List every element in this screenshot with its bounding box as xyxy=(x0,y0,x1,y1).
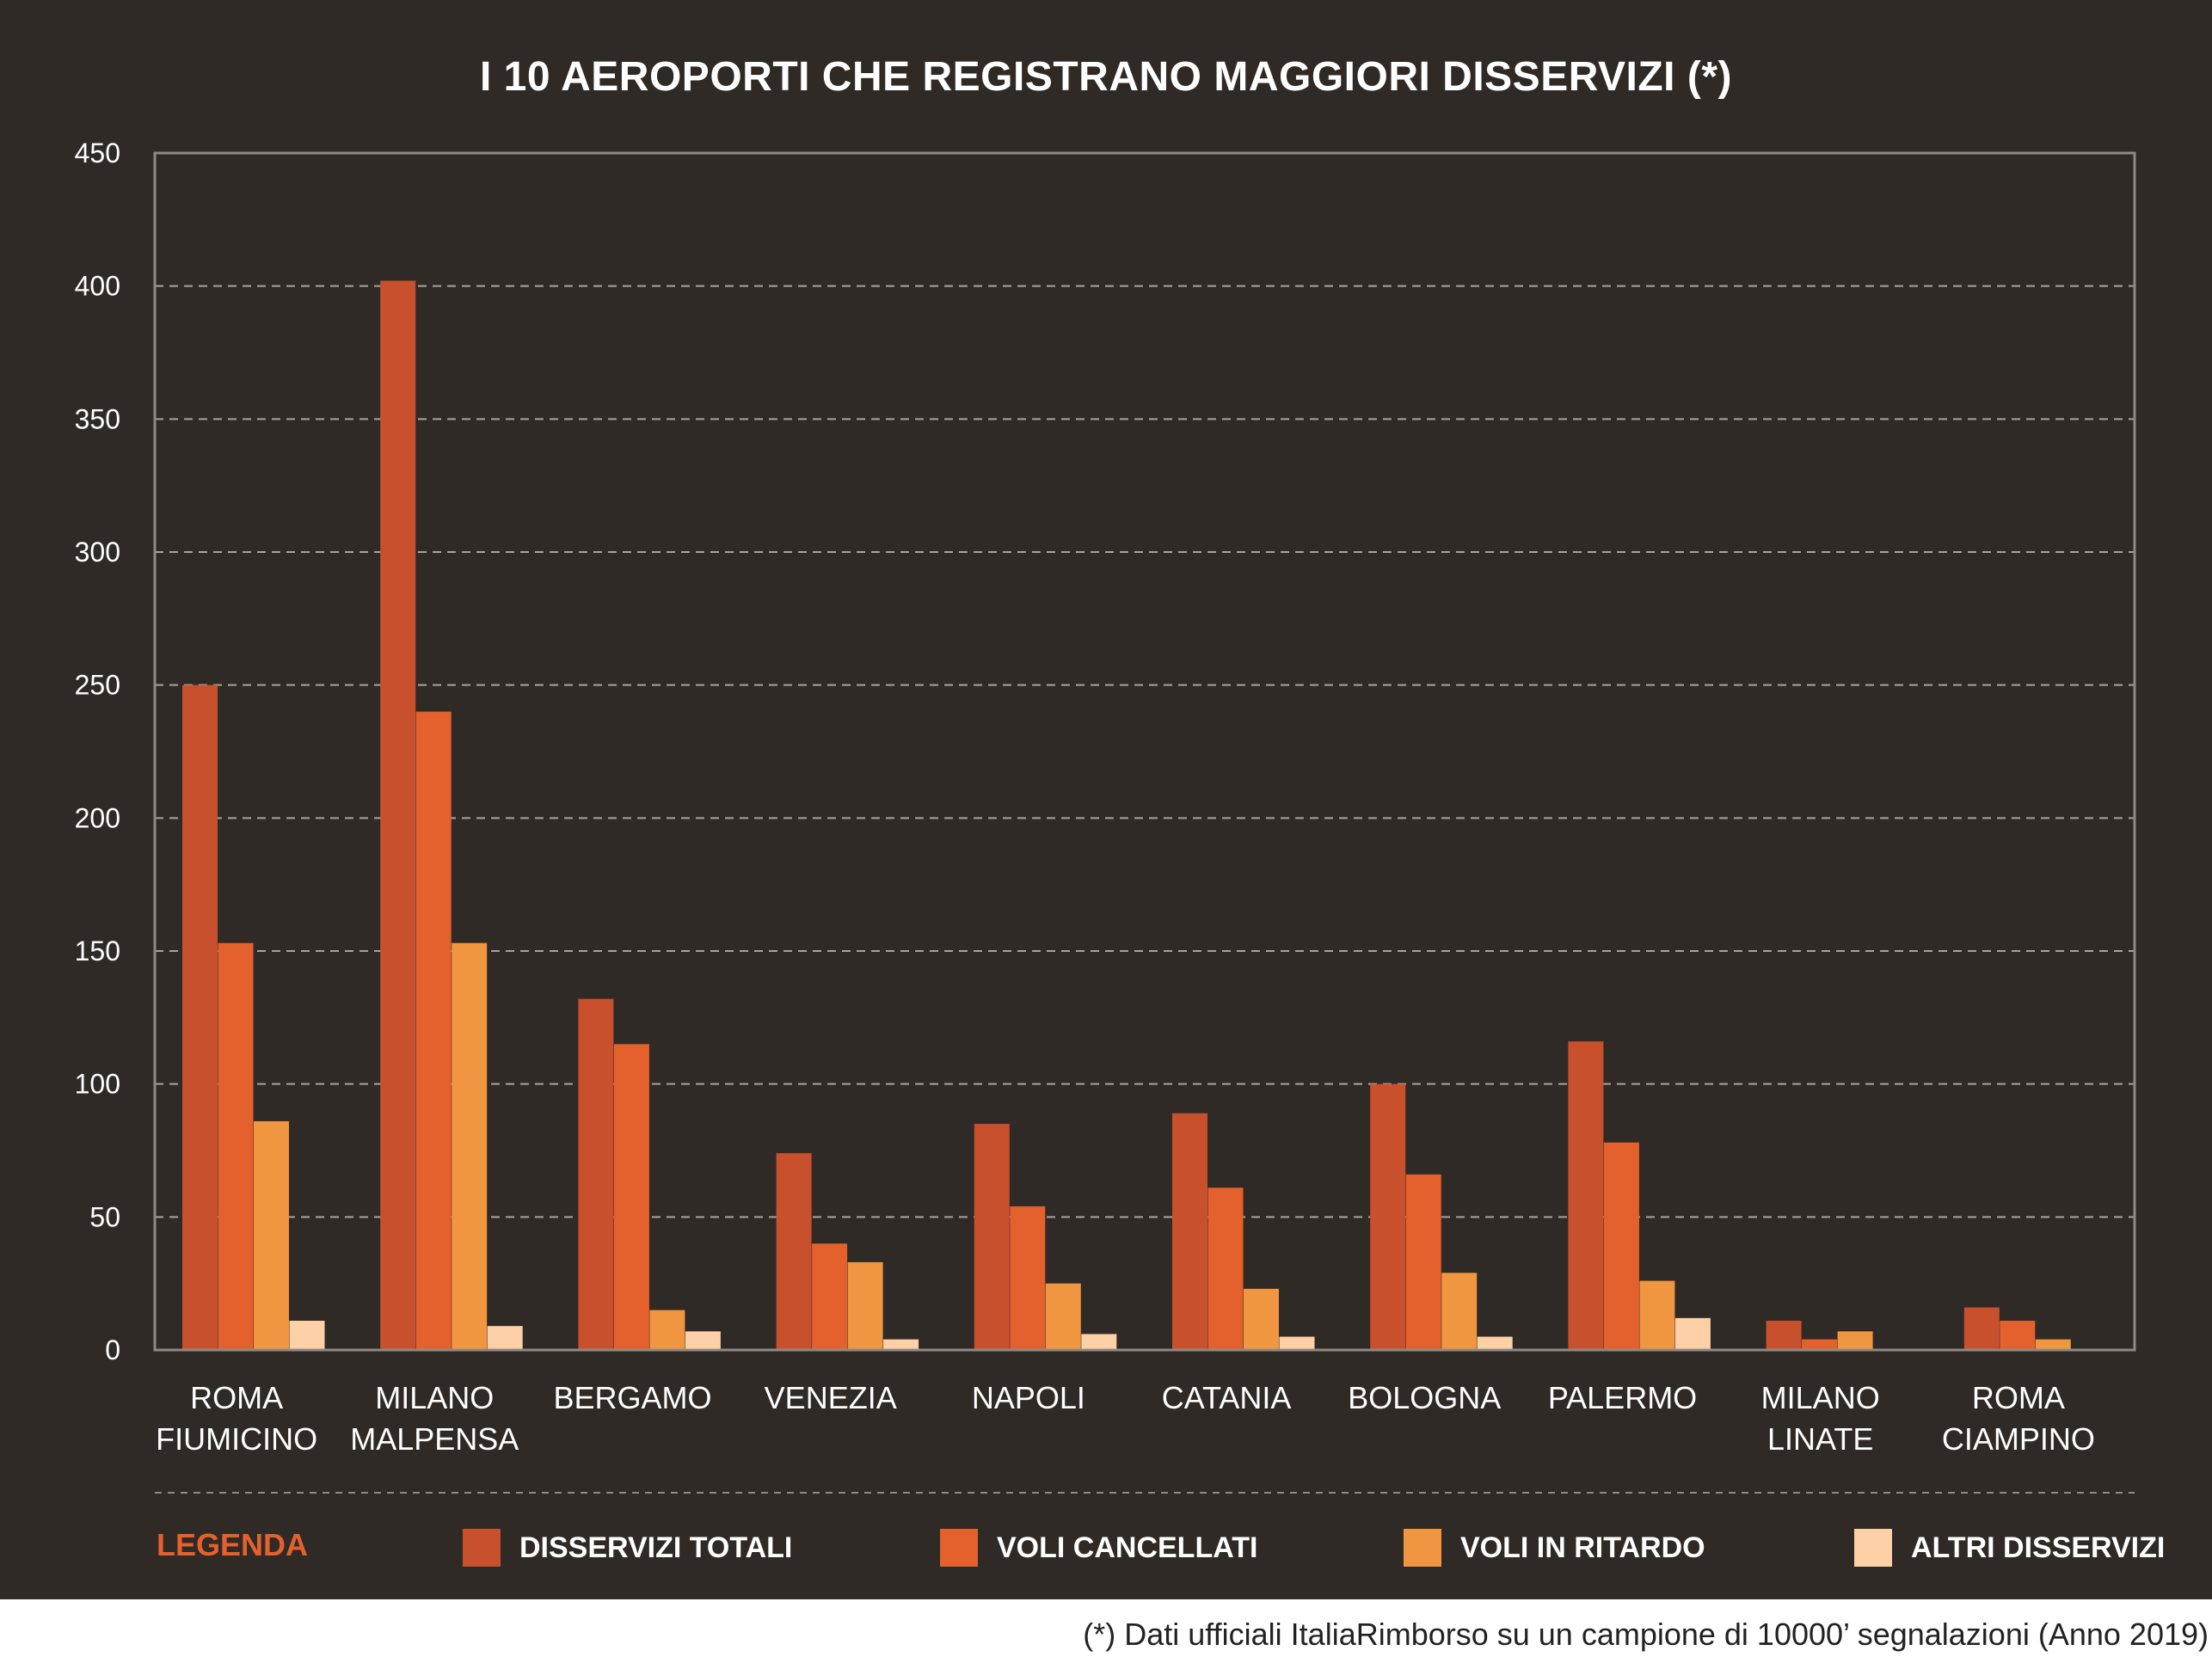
bar xyxy=(1568,1041,1604,1350)
bar xyxy=(1370,1083,1406,1350)
x-tick-label: VENEZIA xyxy=(765,1380,897,1415)
bar xyxy=(1674,1317,1711,1350)
y-tick-label: 450 xyxy=(75,138,120,169)
bar xyxy=(649,1310,685,1350)
bar xyxy=(1441,1273,1478,1350)
x-tick-label: LINATE xyxy=(1767,1421,1873,1457)
bar xyxy=(1405,1174,1441,1350)
legend-item-voli-cancellati: VOLI CANCELLATI xyxy=(940,1529,1257,1567)
chart-plot: 0 50 100 150 200 250 300 350 400 450 ROMA FIUMICINO… xyxy=(75,138,2136,1494)
legend-swatch xyxy=(1854,1529,1892,1567)
legend-label: VOLI IN RITARDO xyxy=(1460,1531,1705,1564)
bar xyxy=(974,1124,1010,1350)
bar xyxy=(1010,1206,1046,1350)
bar xyxy=(380,280,416,1351)
y-tick-label: 200 xyxy=(75,802,120,833)
bar xyxy=(812,1243,848,1350)
legend-label: DISSERVIZI TOTALI xyxy=(519,1531,793,1564)
x-tick-label: BOLOGNA xyxy=(1348,1380,1501,1415)
x-tick-label: CIAMPINO xyxy=(1942,1421,2095,1457)
y-tick-label: 400 xyxy=(75,271,120,302)
bar xyxy=(452,942,488,1350)
footnote: (*) Dati ufficiali ItaliaRimborso su un … xyxy=(1083,1617,2209,1652)
bar xyxy=(1207,1187,1244,1350)
bar xyxy=(1477,1336,1513,1350)
bar xyxy=(883,1339,919,1350)
y-tick-label: 350 xyxy=(75,403,120,434)
legend-title: LEGENDA xyxy=(157,1527,309,1562)
bar xyxy=(2000,1320,2036,1350)
y-tick-label: 250 xyxy=(75,670,120,701)
y-tick-label: 0 xyxy=(105,1335,120,1365)
bar xyxy=(1766,1320,1802,1350)
bar xyxy=(685,1331,721,1350)
x-tick-label: BERGAMO xyxy=(553,1380,711,1415)
bar xyxy=(1244,1288,1279,1350)
legend-item-disservizi-totali: DISSERVIZI TOTALI xyxy=(463,1529,792,1567)
y-tick-label: 150 xyxy=(75,936,120,966)
bar xyxy=(578,998,614,1350)
bar xyxy=(182,684,218,1350)
bar xyxy=(289,1320,325,1350)
bar xyxy=(218,942,254,1350)
x-tick-label: PALERMO xyxy=(1548,1380,1697,1415)
x-tick-label: MILANO xyxy=(1761,1380,1880,1415)
bar xyxy=(415,711,452,1350)
legend-item-altri-disservizi: ALTRI DISSERVIZI xyxy=(1854,1529,2165,1567)
bar xyxy=(776,1153,812,1350)
bar xyxy=(1172,1113,1207,1350)
bar xyxy=(1639,1280,1675,1350)
y-tick-label: 300 xyxy=(75,537,120,568)
bar xyxy=(2035,1339,2071,1350)
x-tick-label: ROMA xyxy=(190,1380,283,1415)
x-tick-label: MALPENSA xyxy=(350,1421,519,1457)
bar xyxy=(1802,1339,1838,1350)
legend-label: ALTRI DISSERVIZI xyxy=(1911,1531,2166,1564)
bar xyxy=(1963,1307,2000,1350)
bar xyxy=(613,1044,649,1350)
x-tick-label: FIUMICINO xyxy=(156,1421,317,1457)
y-tick-label: 100 xyxy=(75,1069,120,1100)
x-tick-label: ROMA xyxy=(1972,1380,2065,1415)
bar xyxy=(487,1326,523,1350)
x-tick-label: MILANO xyxy=(375,1380,494,1415)
bar xyxy=(254,1120,289,1350)
bar xyxy=(1837,1331,1873,1350)
legend-swatch xyxy=(463,1529,501,1567)
bar xyxy=(847,1261,883,1350)
x-tick-label: CATANIA xyxy=(1162,1380,1292,1415)
bar xyxy=(1603,1142,1639,1350)
x-tick-label: NAPOLI xyxy=(972,1380,1085,1415)
bar xyxy=(1081,1334,1117,1350)
legend-label: VOLI CANCELLATI xyxy=(997,1531,1258,1564)
legend-swatch xyxy=(940,1529,978,1567)
chart-title: I 10 AEROPORTI CHE REGISTRANO MAGGIORI D… xyxy=(480,54,1732,100)
legend-swatch xyxy=(1404,1529,1441,1567)
bar xyxy=(1045,1283,1081,1350)
bar xyxy=(1279,1336,1315,1350)
legend-item-voli-in-ritardo: VOLI IN RITARDO xyxy=(1404,1529,1705,1567)
y-tick-label: 50 xyxy=(89,1201,120,1232)
plot-frame xyxy=(153,151,2136,1352)
